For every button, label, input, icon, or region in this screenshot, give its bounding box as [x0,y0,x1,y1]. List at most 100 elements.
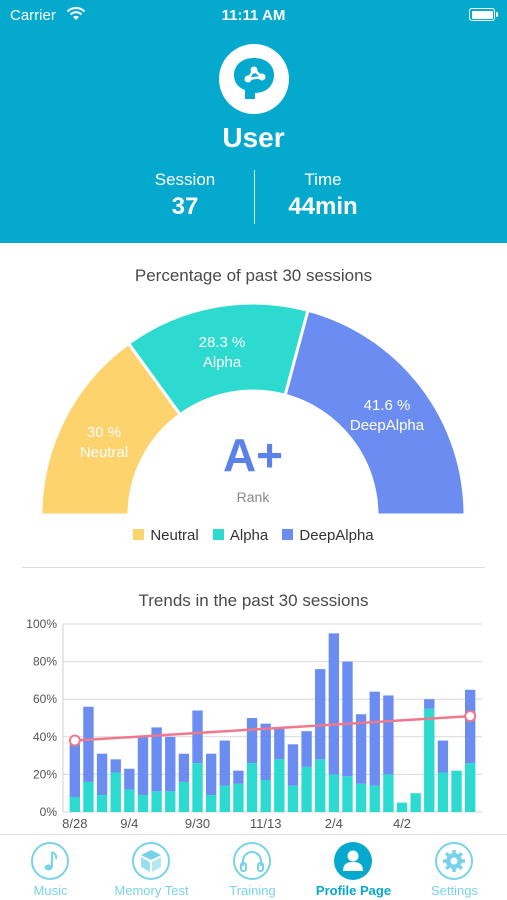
gauge-slice-deepalpha [283,308,467,517]
trend-title: Trends in the past 30 sessions [138,591,369,610]
bar-deepalpha [151,727,162,792]
bar-alpha [355,783,367,812]
bar-deepalpha [124,768,135,790]
trend-line [74,714,471,742]
session-stat: Session 37 [105,170,265,221]
alpha-gauge-label: 28.3 % Alpha [162,333,282,373]
legend-swatch-deepalpha [282,529,294,540]
bar-alpha [151,791,162,812]
bar-alpha [369,785,380,812]
gauge-title: Percentage of past 30 sessions [134,266,373,285]
x-tick-label: 9/30 [185,816,210,831]
bar-alpha [124,789,135,812]
bar-alpha [137,795,149,812]
tab-profile-page[interactable]: Profile Page [303,835,404,900]
bar-alpha [83,781,94,812]
bar-alpha [451,770,462,812]
bar-deepalpha [233,770,244,784]
legend-item-deepalpha: DeepAlpha [282,527,374,544]
tab-music[interactable]: Music [0,835,101,900]
status-bar: Carrier 11:11 AM [0,0,507,30]
bar-deepalpha [69,744,80,797]
x-tick-label: 11/13 [250,816,282,831]
tab-label-memory-test: Memory Test [114,883,189,898]
bar-alpha [233,783,244,812]
bar-alpha [328,774,340,812]
tab-settings[interactable]: Settings [404,835,505,900]
x-tick-label: 9/4 [120,816,138,831]
bar-alpha [383,774,394,812]
person-icon [334,842,372,880]
y-tick-label: 60% [33,692,57,706]
legend-item-neutral: Neutral [133,527,199,544]
bar-alpha [315,759,326,812]
session-value: 37 [171,193,199,220]
bar-alpha [424,708,435,812]
bar-alpha [219,785,230,812]
tab-memory-test[interactable]: Memory Test [101,835,202,900]
trend-start-point [68,734,81,747]
tab-training[interactable]: Training [202,835,303,900]
neutral-name: Neutral [79,444,129,461]
bar-alpha [205,795,217,812]
bar-deepalpha [83,706,94,782]
user-name: User [222,122,285,153]
y-tick-label: 0% [40,805,58,819]
bar-deepalpha [465,689,476,764]
tab-label-profile-page: Profile Page [315,883,392,898]
alpha-percent: 28.3 % [198,334,246,351]
stat-divider [254,170,255,224]
x-tick-label: 2/4 [325,816,343,831]
tab-label-training: Training [229,883,276,898]
bar-alpha [246,763,258,812]
legend-label-alpha: Alpha [229,527,269,544]
y-tick-label: 40% [33,730,57,744]
bar-deepalpha [437,740,449,773]
rank-value: A+ [222,429,284,481]
tab-bar: Music Memory Test Training Profile Page [0,834,507,900]
bar-alpha [178,781,190,812]
x-tick-label: 4/2 [393,816,411,831]
bar-deepalpha [274,727,285,760]
neutral-percent: 30 % [86,424,122,441]
carrier-label: Carrier [10,7,56,24]
legend-swatch-neutral [133,529,145,540]
bar-alpha [165,791,176,812]
time-stat: Time 44min [243,170,403,221]
bar-deepalpha [192,710,203,764]
bar-deepalpha [301,731,312,767]
gear-icon [435,842,473,880]
bar-deepalpha [355,714,367,784]
time-label: Time [304,170,342,189]
bar-deepalpha [246,718,258,764]
legend-item-alpha: Alpha [212,527,269,544]
headphones-icon [233,842,271,880]
bar-alpha [437,772,449,812]
bar-deepalpha [205,753,217,796]
y-tick-label: 100% [26,617,57,631]
legend-swatch-alpha [212,529,224,540]
deepalpha-gauge-label: 41.6 % DeepAlpha [327,396,447,436]
tab-label-music: Music [33,883,68,898]
battery-icon [469,8,498,21]
trend-bar-chart: 0% 20% 40% 60% 80% 100% 8/28 9/4 9/30 11/13 2/4 4/2 [26,617,482,831]
deepalpha-name: DeepAlpha [349,417,425,434]
bar-deepalpha [315,669,326,760]
legend-label-deepalpha: DeepAlpha [299,527,374,544]
status-time: 11:11 AM [221,7,286,24]
bar-alpha [69,796,80,812]
bar-alpha [410,793,421,812]
section-divider [22,567,485,568]
bar-deepalpha [96,753,108,796]
cube-icon [132,842,170,880]
trend-end-point [464,710,477,723]
alpha-name: Alpha [202,354,242,371]
bar-deepalpha [328,633,340,775]
tab-label-settings: Settings [431,883,478,898]
bar-deepalpha [165,736,176,792]
brain-logo-avatar [219,44,289,114]
y-tick-label: 80% [33,655,57,669]
bar-deepalpha [383,695,394,775]
y-tick-label: 20% [33,767,57,781]
bar-alpha [465,763,476,812]
